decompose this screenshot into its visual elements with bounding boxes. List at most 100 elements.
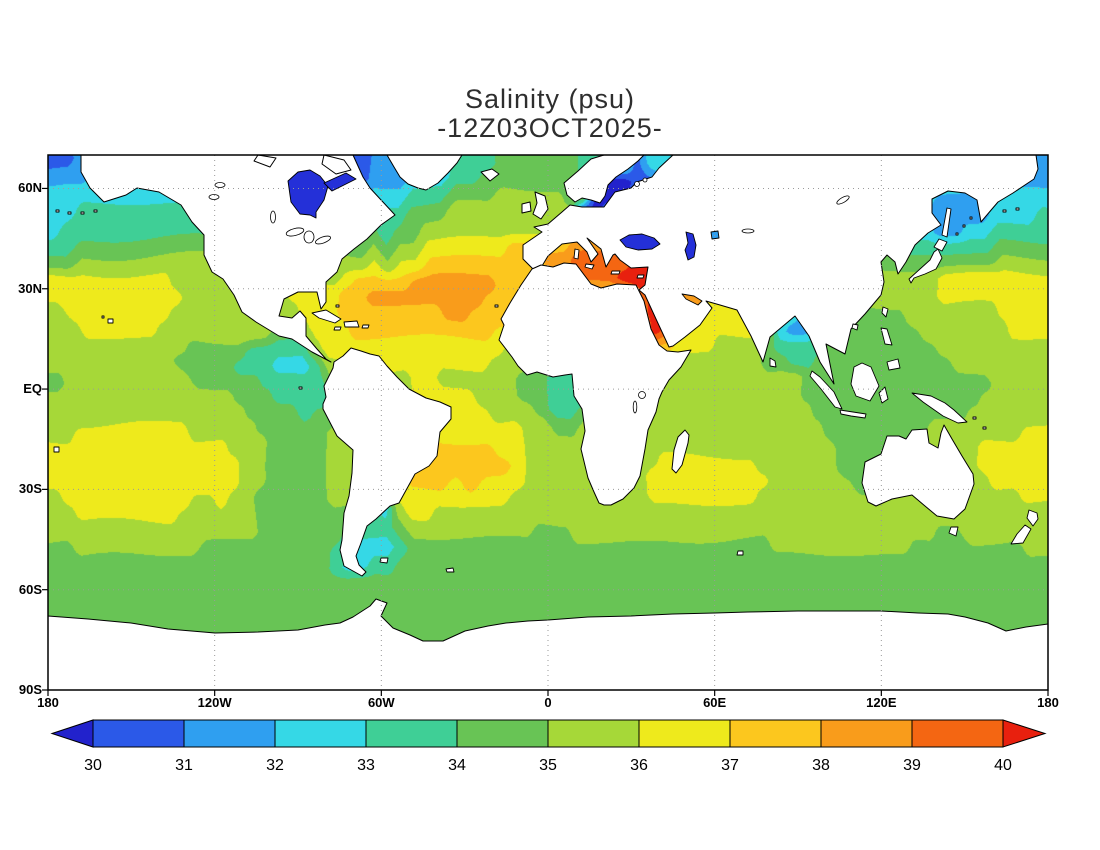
colorbar-arrow-right xyxy=(1002,719,1047,748)
land-south-georgia xyxy=(445,567,455,573)
hudson-strait xyxy=(323,172,357,192)
caspian-sea xyxy=(684,231,697,261)
colorbar-tick-label: 35 xyxy=(539,757,557,774)
lat-tick-label: 30N xyxy=(18,280,42,296)
land-scandinavia xyxy=(563,154,645,204)
colorbar-tick-label: 36 xyxy=(630,757,648,774)
graticule xyxy=(48,155,1048,690)
chart-datetime: -12Z03OCT2025- xyxy=(437,113,663,143)
colorbar-tick-label: 33 xyxy=(357,757,375,774)
colorbar-segment xyxy=(638,719,731,748)
lon-tick-label: 120W xyxy=(197,695,232,710)
colorbar-tick-label: 34 xyxy=(448,757,466,774)
land-antarctica xyxy=(47,598,1049,691)
land-south-america xyxy=(322,347,452,577)
land-hainan xyxy=(851,323,859,331)
land-greenland xyxy=(386,154,463,191)
land-ireland xyxy=(521,201,532,214)
great-bear-lake xyxy=(208,194,220,200)
lake-baikal xyxy=(836,195,850,205)
lat-tick-label: 30S xyxy=(18,481,42,497)
map-overlay xyxy=(42,154,1049,696)
land-puerto-rico xyxy=(361,324,370,329)
colorbar-segment xyxy=(274,719,367,748)
lat-tick-label: 90S xyxy=(18,682,42,697)
land-sakhalin xyxy=(941,207,952,238)
colorbar-tick-label: 40 xyxy=(994,757,1012,774)
land-canary xyxy=(494,304,499,308)
land-sardinia xyxy=(573,248,580,260)
lake-tanganyika xyxy=(632,400,638,414)
axis-ticks xyxy=(42,187,1049,696)
land-hispaniola xyxy=(343,320,360,328)
colorbar-tick-label: 37 xyxy=(721,757,739,774)
black-sea xyxy=(619,233,661,251)
land-new-zealand-north xyxy=(1026,509,1039,527)
land-sicily xyxy=(584,263,595,270)
colorbar-tick-label: 31 xyxy=(175,757,193,774)
land-java xyxy=(839,409,867,419)
land-kurils-2 xyxy=(962,224,966,228)
land-taiwan xyxy=(881,306,889,318)
colorbar: 30 31 32 33 34 35 36 37 38 39 40 xyxy=(50,719,1047,774)
colorbar-segment xyxy=(729,719,822,748)
land-africa xyxy=(498,262,692,506)
land-aleutians-4 xyxy=(93,209,98,213)
land-baffin-island xyxy=(321,154,352,175)
lake-michigan-huron xyxy=(303,230,315,244)
colorbar-segment xyxy=(92,719,185,748)
land-kurils-3 xyxy=(955,232,959,236)
land-kerguelen xyxy=(736,550,744,556)
land-borneo xyxy=(850,362,880,402)
persian-gulf xyxy=(681,293,703,306)
colorbar-tick-label: 30 xyxy=(84,757,102,774)
land-victoria-island xyxy=(253,154,277,168)
lake-onega xyxy=(642,177,648,183)
lat-tick-label: 60S xyxy=(18,581,42,597)
land-vanuatu xyxy=(982,426,987,430)
land-solomons xyxy=(972,416,977,420)
land-aleutians-3 xyxy=(80,211,85,215)
land-cyprus xyxy=(636,274,645,279)
land-luzon xyxy=(880,327,893,346)
land-bahamas xyxy=(335,304,340,308)
lon-tick-label: 180 xyxy=(1037,695,1059,710)
lon-tick-label: 0 xyxy=(544,695,552,710)
land-kurils-1 xyxy=(969,216,973,220)
land-jamaica xyxy=(333,326,342,331)
colorbar-tick-label: 38 xyxy=(812,757,830,774)
lake-superior xyxy=(285,227,305,237)
land-new-zealand-south xyxy=(1010,524,1032,545)
lon-tick-label: 60W xyxy=(367,695,395,710)
landmasses xyxy=(47,154,1049,691)
lake-balkhash xyxy=(741,228,755,234)
colorbar-segment xyxy=(547,719,640,748)
land-great-britain xyxy=(532,191,549,220)
land-cuba xyxy=(311,309,342,324)
land-hokkaido xyxy=(933,238,948,252)
land-australia xyxy=(861,424,975,520)
land-crete xyxy=(610,270,621,275)
land-new-guinea xyxy=(911,392,968,424)
chart-title: Salinity (psu) xyxy=(464,84,636,114)
colorbar-segment xyxy=(911,719,1004,748)
lon-tick-label: 120E xyxy=(866,695,897,710)
land-hawaii-2 xyxy=(101,315,105,319)
colorbar-segment xyxy=(183,719,276,748)
land-tasmania xyxy=(948,526,959,537)
land-mindanao xyxy=(886,358,901,371)
colorbar-arrow-left xyxy=(50,719,94,748)
land-aleutians-1 xyxy=(55,209,60,213)
inland-seas xyxy=(287,169,720,306)
lakes xyxy=(208,177,850,414)
land-aleutians-6 xyxy=(1015,207,1020,211)
land-north-america xyxy=(80,154,396,363)
lake-winnipeg xyxy=(270,210,276,224)
land-eurasia xyxy=(522,154,1039,385)
lat-tick-label: EQ xyxy=(23,381,42,397)
map-frame xyxy=(47,154,1049,691)
colorbar-segment xyxy=(365,719,458,748)
land-sumatra xyxy=(809,370,843,410)
lake-ladoga xyxy=(634,181,640,187)
